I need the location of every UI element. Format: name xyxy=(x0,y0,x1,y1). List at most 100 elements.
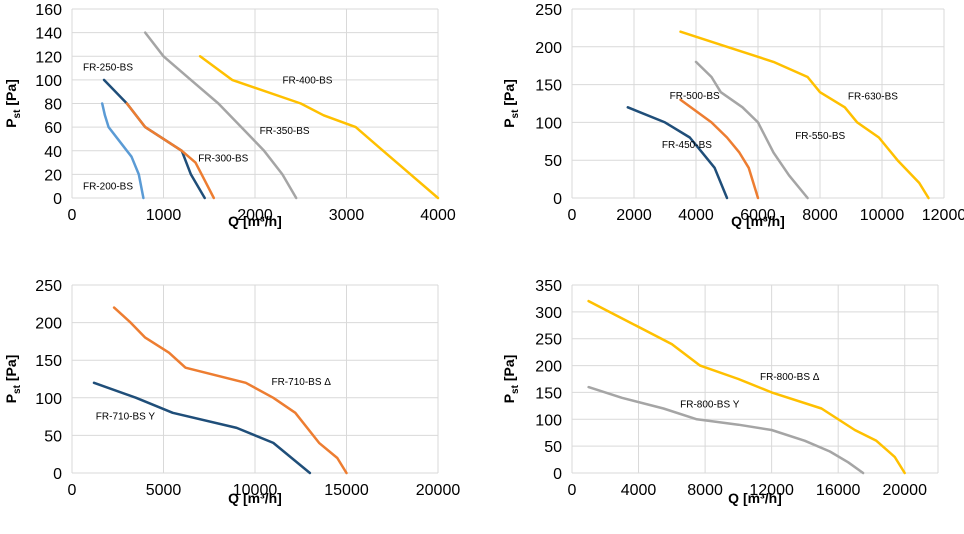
series-line-fr-400-bs xyxy=(198,55,440,200)
series-line-fr-350-bs xyxy=(143,31,298,200)
y-tick-label: 80 xyxy=(44,97,62,114)
y-axis-label-sub: st xyxy=(510,109,521,119)
x-axis-label: Q [m³/h] xyxy=(728,490,782,506)
y-tick-label: 50 xyxy=(544,439,562,456)
x-tick-label: 20000 xyxy=(416,482,461,499)
y-tick-label: 250 xyxy=(35,278,62,295)
x-tick-label: 1000 xyxy=(146,207,182,224)
curve-label: FR-710-BS Y xyxy=(96,412,156,423)
curve-label: FR-350-BS xyxy=(260,126,310,137)
x-tick-label: 0 xyxy=(68,207,77,224)
y-axis-label-sub: st xyxy=(12,109,23,119)
x-tick-label: 2000 xyxy=(237,207,273,224)
series-line-fr-300-bs xyxy=(125,102,216,200)
x-tick-label: 4000 xyxy=(420,207,456,224)
series-line-fr-710-bs-y xyxy=(92,381,312,475)
y-tick-label: 0 xyxy=(553,191,562,208)
y-tick-label: 0 xyxy=(53,466,62,483)
curve-label: FR-550-BS xyxy=(795,131,845,142)
y-tick-label: 250 xyxy=(535,2,562,19)
curve-label: FR-710-BS Δ xyxy=(271,377,331,388)
y-axis-label-sub: st xyxy=(510,384,521,394)
x-tick-label: 4000 xyxy=(621,482,657,499)
y-axis-label: Pst [Pa] xyxy=(501,355,521,404)
curve-label: FR-250-BS xyxy=(83,62,133,73)
y-tick-label: 250 xyxy=(535,332,562,349)
curve-label: FR-200-BS xyxy=(83,182,133,193)
chart-3: 0 5000 10000 15000 20000 0 50 100 150 200 250 Q [m³… xyxy=(3,278,460,506)
y-axis-label-main: P xyxy=(3,394,19,403)
x-tick-label: 5000 xyxy=(146,482,182,499)
y-tick-label: 150 xyxy=(535,385,562,402)
y-tick-label: 100 xyxy=(35,391,62,408)
series-line-fr-550-bs xyxy=(694,60,809,200)
curve-label: FR-500-BS xyxy=(670,91,720,102)
y-axis-label-unit: [Pa] xyxy=(501,355,517,385)
y-axis-label-main: P xyxy=(3,118,19,127)
y-tick-label: 100 xyxy=(535,115,562,132)
x-tick-label: 6000 xyxy=(740,207,776,224)
x-tick-label: 10000 xyxy=(860,207,905,224)
y-tick-label: 120 xyxy=(35,49,62,66)
x-axis-label: Q [m³/h] xyxy=(731,213,785,229)
y-tick-label: 0 xyxy=(53,191,62,208)
y-tick-label: 50 xyxy=(544,153,562,170)
y-tick-label: 60 xyxy=(44,120,62,137)
y-tick-label: 150 xyxy=(35,353,62,370)
curve-label: FR-450-BS xyxy=(662,140,712,151)
y-tick-label: 350 xyxy=(535,278,562,295)
y-axis-label-unit: [Pa] xyxy=(501,79,517,109)
x-tick-label: 8000 xyxy=(687,482,723,499)
x-tick-label: 4000 xyxy=(678,207,714,224)
chart-1: 0 1000 2000 3000 4000 0 20 40 60 80 100 120 140 160 Q … xyxy=(3,2,456,229)
x-tick-label: 0 xyxy=(568,482,577,499)
y-tick-label: 150 xyxy=(535,78,562,95)
curve-label: FR-800-BS Δ xyxy=(760,372,820,383)
x-tick-label: 0 xyxy=(568,207,577,224)
curve-label: FR-800-BS Y xyxy=(680,399,740,410)
curve-label: FR-300-BS xyxy=(198,153,248,164)
y-tick-label: 200 xyxy=(535,40,562,57)
y-tick-label: 200 xyxy=(35,316,62,333)
y-axis-label-main: P xyxy=(501,394,517,403)
curve-label: FR-630-BS xyxy=(848,92,898,103)
series-line-fr-450-bs xyxy=(626,106,729,200)
chart-2: 0 2000 4000 6000 8000 10000 12000 0 50 100 150 200 2… xyxy=(501,2,964,229)
series-line-fr-710-bs- xyxy=(112,306,348,475)
y-tick-label: 200 xyxy=(535,359,562,376)
x-axis-label: Q [m³/h] xyxy=(228,213,282,229)
y-axis-label-main: P xyxy=(501,118,517,127)
y-tick-label: 40 xyxy=(44,144,62,161)
y-axis-label-sub: st xyxy=(12,384,23,394)
series-line-fr-500-bs xyxy=(679,98,760,200)
y-tick-label: 0 xyxy=(553,466,562,483)
series-line-fr-800-bs- xyxy=(587,299,906,475)
y-tick-label: 50 xyxy=(44,428,62,445)
x-tick-label: 8000 xyxy=(802,207,838,224)
y-tick-label: 100 xyxy=(535,412,562,429)
x-tick-label: 20000 xyxy=(882,482,927,499)
x-tick-label: 2000 xyxy=(616,207,652,224)
y-axis-label: Pst [Pa] xyxy=(3,355,23,404)
y-axis-label: Pst [Pa] xyxy=(3,79,23,128)
x-tick-label: 10000 xyxy=(233,482,278,499)
x-tick-label: 3000 xyxy=(329,207,365,224)
x-tick-label: 15000 xyxy=(324,482,369,499)
y-tick-label: 160 xyxy=(35,2,62,19)
series-line-fr-200-bs xyxy=(100,102,145,200)
x-tick-label: 12000 xyxy=(922,207,964,224)
x-tick-label: 0 xyxy=(68,482,77,499)
y-tick-label: 300 xyxy=(535,305,562,322)
y-tick-label: 100 xyxy=(35,73,62,90)
x-tick-label: 16000 xyxy=(816,482,861,499)
y-axis-label-unit: [Pa] xyxy=(3,79,19,109)
y-axis-label: Pst [Pa] xyxy=(501,79,521,128)
curve-label: FR-400-BS xyxy=(282,75,332,86)
series-line-fr-800-bs-y xyxy=(587,385,865,475)
series-line-fr-630-bs xyxy=(679,30,930,200)
x-tick-label: 12000 xyxy=(749,482,794,499)
y-tick-label: 140 xyxy=(35,26,62,43)
x-axis-label: Q [m³/h] xyxy=(228,490,282,506)
y-tick-label: 20 xyxy=(44,167,62,184)
